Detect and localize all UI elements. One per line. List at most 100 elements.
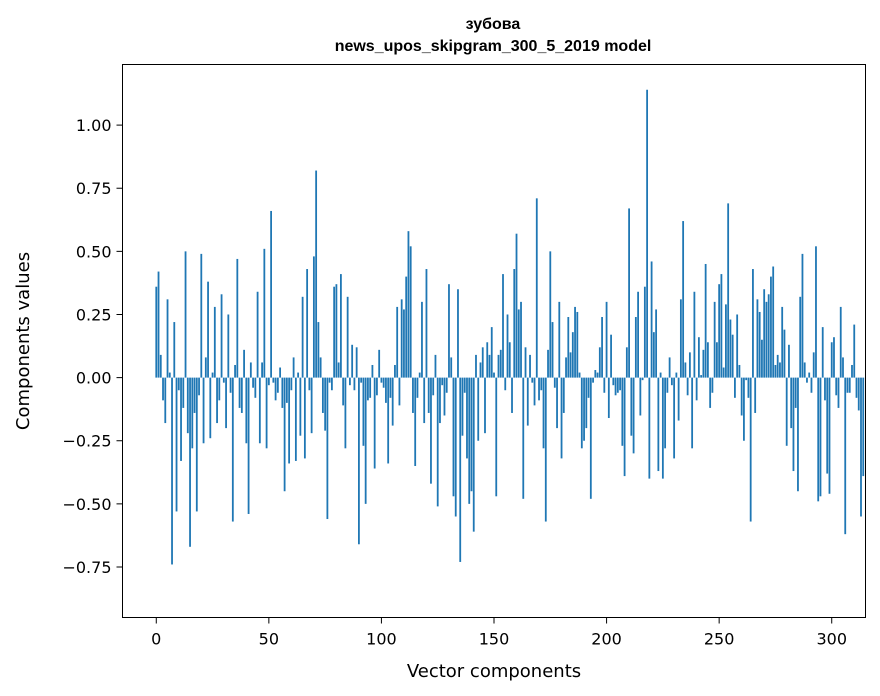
bar xyxy=(715,342,718,378)
bar xyxy=(781,306,784,378)
bar xyxy=(222,377,225,383)
bar xyxy=(589,377,592,499)
bar xyxy=(774,364,777,378)
bar xyxy=(324,377,327,431)
bar xyxy=(312,256,315,378)
bar xyxy=(794,377,797,408)
bar xyxy=(303,377,306,459)
bar xyxy=(517,309,520,378)
y-tick-label: 0.50 xyxy=(76,242,112,261)
bar xyxy=(274,377,277,401)
bar xyxy=(290,377,293,391)
bar xyxy=(691,377,694,449)
bar xyxy=(470,377,473,492)
bar xyxy=(666,377,669,393)
bar xyxy=(601,317,603,378)
bar xyxy=(853,324,856,378)
bar xyxy=(243,349,245,378)
bar xyxy=(855,377,858,398)
bar xyxy=(752,269,754,378)
bar xyxy=(592,377,594,383)
bar xyxy=(191,377,194,449)
bar xyxy=(238,377,241,408)
bar xyxy=(538,377,540,401)
bar xyxy=(734,377,736,398)
bar xyxy=(484,377,486,434)
bar xyxy=(788,344,790,378)
bar xyxy=(423,377,426,424)
bar xyxy=(220,294,223,378)
bar xyxy=(713,301,716,378)
bar xyxy=(704,263,707,378)
bar xyxy=(155,286,158,378)
bar xyxy=(650,261,653,378)
x-tick-label: 200 xyxy=(591,630,622,649)
bar xyxy=(495,377,498,497)
bar xyxy=(321,377,324,413)
bar xyxy=(258,377,261,444)
bar xyxy=(310,377,313,434)
bar xyxy=(634,317,637,378)
bar xyxy=(245,377,248,444)
bar xyxy=(630,377,633,436)
bar xyxy=(432,377,435,396)
x-axis-label: Vector components xyxy=(407,661,581,682)
bar xyxy=(797,377,799,492)
bar xyxy=(736,314,739,378)
x-tick-label: 0 xyxy=(151,630,161,649)
bar xyxy=(574,306,576,378)
bar xyxy=(585,377,588,429)
bar xyxy=(193,377,196,413)
bar xyxy=(799,296,802,378)
bar xyxy=(421,301,423,378)
bar xyxy=(560,377,563,459)
bar xyxy=(824,377,826,401)
bar xyxy=(481,347,484,378)
x-tick-label: 100 xyxy=(366,630,397,649)
bar xyxy=(533,377,536,406)
bar xyxy=(452,377,455,497)
bar xyxy=(839,306,842,378)
bar xyxy=(745,377,748,381)
bar xyxy=(405,276,408,378)
bar xyxy=(749,377,752,522)
bar xyxy=(553,377,556,388)
bar xyxy=(830,342,833,378)
bar xyxy=(828,377,831,494)
bar xyxy=(785,377,788,446)
bar xyxy=(535,198,538,378)
bar xyxy=(610,334,612,378)
x-tick-label: 250 xyxy=(704,630,735,649)
bar xyxy=(697,337,700,378)
bar xyxy=(526,377,529,426)
bar xyxy=(729,319,732,378)
bar xyxy=(706,342,709,378)
bar xyxy=(216,377,218,424)
bar xyxy=(198,377,200,396)
bar xyxy=(682,221,685,378)
bar xyxy=(810,377,813,393)
bar xyxy=(184,251,187,378)
bar xyxy=(695,377,698,401)
bar xyxy=(315,170,318,378)
bar xyxy=(664,377,667,449)
bar xyxy=(261,362,263,378)
bar xyxy=(504,377,507,391)
bar xyxy=(200,253,203,378)
bar xyxy=(207,281,209,378)
chart-subtitle: news_upos_skipgram_300_5_2019 model xyxy=(335,38,652,55)
bar xyxy=(643,286,646,378)
bar xyxy=(249,362,252,378)
bar xyxy=(806,377,808,383)
bar xyxy=(637,291,639,378)
bar xyxy=(596,372,599,378)
bar xyxy=(542,377,545,449)
bar xyxy=(821,327,824,378)
bar xyxy=(448,284,450,378)
bar xyxy=(306,269,309,378)
bar xyxy=(173,322,176,378)
bar xyxy=(227,314,230,378)
y-tick-label: −0.75 xyxy=(62,558,111,577)
bar xyxy=(693,291,696,378)
bar xyxy=(571,332,574,378)
